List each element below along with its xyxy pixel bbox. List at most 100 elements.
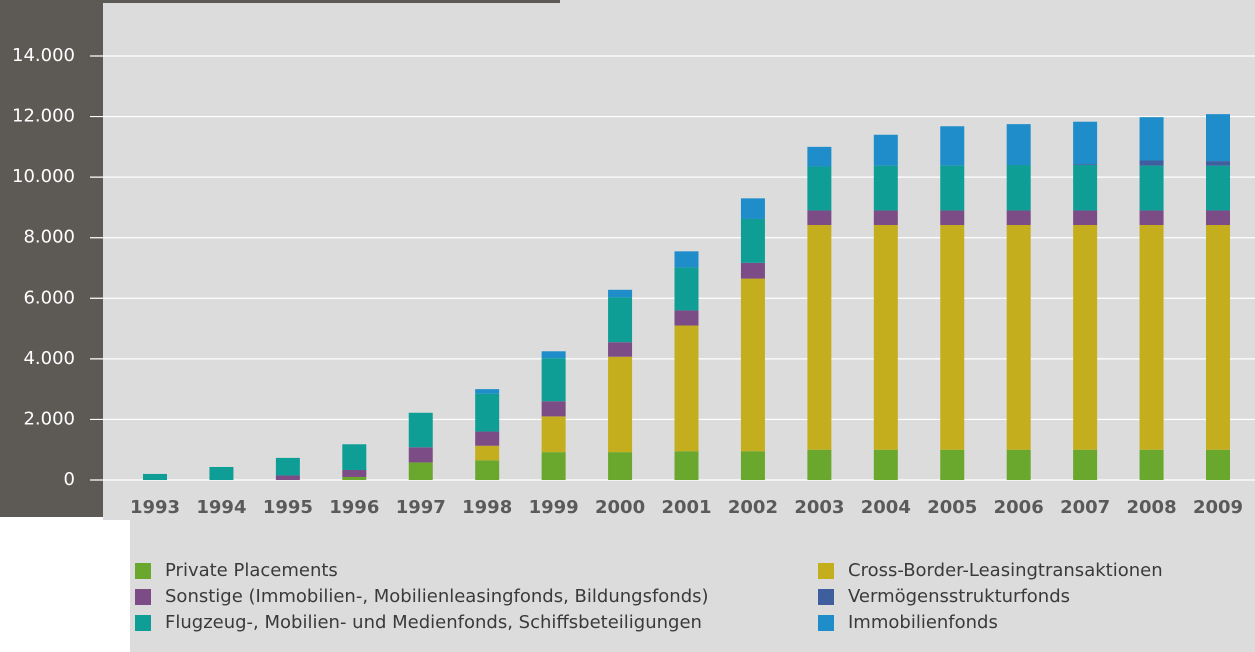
x-tick-label: 2008 [1127, 497, 1177, 518]
bar-segment [873, 210, 898, 225]
bar-segment [342, 476, 367, 480]
bar-segment [740, 451, 765, 480]
y-tick-label: 6.000 [23, 287, 75, 308]
bar-segment [740, 278, 765, 452]
bar-segment [807, 224, 832, 450]
legend-label: Flugzeug-, Mobilien- und Medienfonds, Sc… [165, 612, 702, 633]
legend-background [130, 520, 1255, 652]
bar-segment [940, 224, 965, 450]
bar-segment [1139, 449, 1164, 480]
bar-segment [740, 218, 765, 263]
bar-segment [209, 466, 234, 480]
bar-segment [475, 431, 500, 446]
bar-segment [940, 126, 965, 166]
bar-segment [1206, 224, 1230, 450]
bar-segment [541, 416, 566, 453]
bar-segment [1206, 114, 1230, 162]
bar-segment [1073, 165, 1098, 211]
bar-segment [873, 449, 898, 480]
y-tick-label: 8.000 [23, 227, 75, 248]
x-tick-label: 1999 [529, 497, 579, 518]
bar-segment [608, 289, 633, 298]
bar-segment [1206, 210, 1230, 225]
bar-segment [1139, 160, 1164, 166]
bar-segment [807, 146, 832, 167]
bar-segment [475, 393, 500, 432]
x-tick-label: 2000 [595, 497, 645, 518]
bar-segment [1206, 165, 1230, 211]
bar-segment [674, 251, 699, 268]
legend-label: Vermögensstrukturfonds [848, 586, 1070, 607]
bar-segment [1073, 210, 1098, 225]
x-tick-label: 2004 [861, 497, 911, 518]
bar-segment [674, 451, 699, 480]
bar-segment [1006, 124, 1031, 166]
bar-segment [1139, 165, 1164, 211]
x-tick-label: 1993 [130, 497, 180, 518]
bar-segment [475, 460, 500, 480]
legend-marker [135, 589, 151, 605]
bar-segment [873, 224, 898, 450]
x-tick-label: 2005 [927, 497, 977, 518]
bar-segment [1073, 449, 1098, 480]
x-tick-label: 2002 [728, 497, 778, 518]
bar-segment [1206, 161, 1230, 166]
x-tick-label: 2007 [1060, 497, 1110, 518]
bar-segment [541, 452, 566, 480]
x-tick-label: 1994 [196, 497, 246, 518]
x-tick-label: 2003 [794, 497, 844, 518]
bar-segment [940, 210, 965, 225]
legend-marker [818, 563, 834, 579]
bar-segment [541, 351, 566, 359]
y-tick-label: 14.000 [12, 45, 75, 66]
bar-segment [1006, 449, 1031, 480]
bar-segment [873, 165, 898, 211]
x-tick-label: 1996 [329, 497, 379, 518]
bar-segment [608, 297, 633, 343]
bar-segment [475, 445, 500, 461]
y-tick-label: 2.000 [23, 408, 75, 429]
bar-segment [143, 473, 167, 480]
bar-segment [475, 389, 500, 394]
bar-segment [408, 462, 433, 480]
bar-segment [541, 401, 566, 417]
bar-segment [873, 134, 898, 166]
legend-label: Cross-Border-Leasingtransaktionen [848, 560, 1163, 581]
x-tick-label: 2009 [1193, 497, 1243, 518]
legend-label: Immobilienfonds [848, 612, 998, 633]
x-tick-label: 1995 [263, 497, 313, 518]
y-tick-label: 12.000 [12, 106, 75, 127]
bar-segment [608, 452, 633, 480]
bar-segment [940, 165, 965, 211]
y-tick-label: 10.000 [12, 166, 75, 187]
bar-segment [342, 470, 367, 477]
legend-marker [818, 589, 834, 605]
y-tick-label: 0 [64, 469, 75, 490]
axis-panel [0, 0, 103, 517]
legend-label: Sonstige (Immobilien-, Mobilienleasingfo… [165, 586, 709, 607]
legend-marker [135, 563, 151, 579]
x-tick-label: 1997 [396, 497, 446, 518]
bar-segment [541, 358, 566, 402]
x-tick-label: 2001 [661, 497, 711, 518]
bar-segment [608, 356, 633, 453]
bar-segment [275, 457, 300, 476]
bar-segment [674, 267, 699, 311]
x-tick-label: 1998 [462, 497, 512, 518]
bar-segment [1139, 117, 1164, 161]
bar-segment [408, 412, 433, 448]
bar-segment [1139, 210, 1164, 225]
bar-segment [740, 198, 765, 219]
bar-segment [608, 342, 633, 357]
bar-segment [1006, 210, 1031, 225]
bar-segment [1073, 164, 1098, 166]
bar-segment [1006, 165, 1031, 211]
y-tick-label: 4.000 [23, 348, 75, 369]
legend-label: Private Placements [165, 560, 338, 581]
bar-segment [1073, 224, 1098, 450]
bar-segment [408, 447, 433, 463]
bar-segment [674, 310, 699, 326]
bar-segment [342, 444, 367, 471]
bar-segment [940, 449, 965, 480]
